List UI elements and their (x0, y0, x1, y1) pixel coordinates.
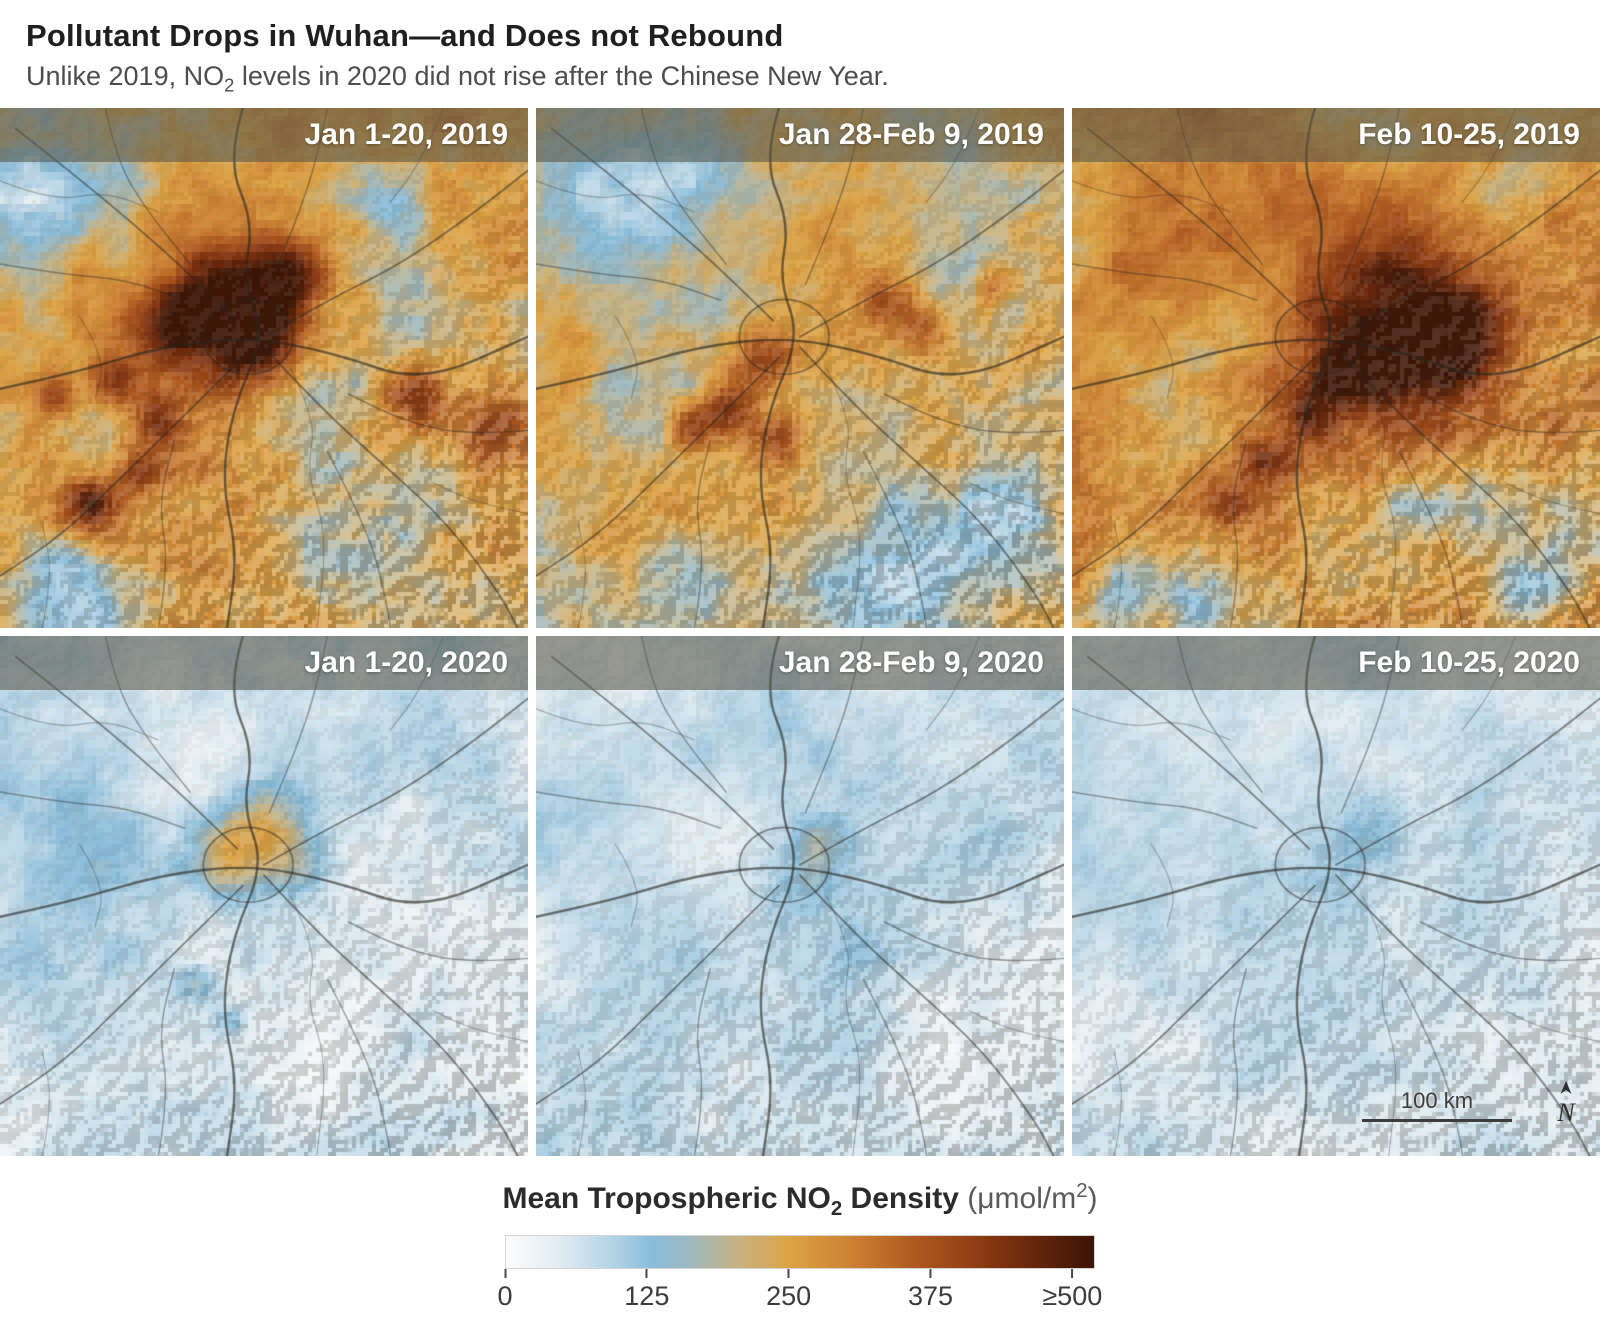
map-panel: Jan 28-Feb 9, 2020 (536, 636, 1064, 1157)
legend-gradient-bar (505, 1235, 1095, 1270)
legend-bar-wrap: 0 125 250 375 ≥500 (497, 1235, 1102, 1322)
satellite-map-canvas (0, 636, 528, 1157)
legend-tick: ≥500 (1042, 1269, 1102, 1312)
legend-tick-label: 0 (497, 1281, 513, 1312)
legend-tick-label: ≥500 (1042, 1281, 1103, 1312)
satellite-map-canvas (536, 636, 1064, 1157)
legend: Mean Tropospheric NO2 Density (μmol/m2) … (0, 1156, 1600, 1322)
satellite-map-canvas (1072, 108, 1600, 629)
map-panel: Jan 28-Feb 9, 2019 (536, 108, 1064, 629)
satellite-map-canvas (0, 108, 528, 629)
scale-bar: 100 km (1362, 1088, 1512, 1123)
scale-bar-line (1362, 1119, 1512, 1123)
panel-date-label: Jan 28-Feb 9, 2019 (536, 108, 1064, 163)
legend-tick: 250 (766, 1269, 811, 1312)
legend-tick-label: 375 (907, 1281, 953, 1312)
map-panel: Feb 10-25, 2019 (1072, 108, 1600, 629)
map-panel: Jan 1-20, 2020 (0, 636, 528, 1157)
panel-date-label: Jan 28-Feb 9, 2020 (536, 636, 1064, 691)
legend-title-units: (μmol/m2) (958, 1180, 1098, 1216)
legend-tick: 125 (624, 1269, 669, 1312)
panel-date-label: Feb 10-25, 2020 (1072, 636, 1600, 691)
north-arrow-icon: N (1552, 1079, 1580, 1134)
page-title: Pollutant Drops in Wuhan—and Does not Re… (26, 18, 784, 53)
north-label: N (1556, 1098, 1576, 1127)
tick-mark (504, 1269, 506, 1279)
tick-mark (929, 1269, 932, 1279)
map-panel: Jan 1-20, 2019 (0, 108, 528, 629)
legend-tick-label: 125 (624, 1281, 670, 1312)
panel-date-label: Jan 1-20, 2019 (0, 108, 528, 163)
subtitle-subscript: 2 (224, 74, 235, 96)
tick-mark (787, 1269, 790, 1279)
satellite-map-canvas (536, 108, 1064, 629)
page-header: Pollutant Drops in Wuhan—and Does not Re… (0, 0, 1600, 108)
tick-mark (645, 1269, 648, 1279)
page-subtitle: Unlike 2019, NO2 levels in 2020 did not … (26, 61, 1574, 96)
subtitle-text-post: levels in 2020 did not rise after the Ch… (234, 61, 889, 91)
legend-title-main: Mean Tropospheric NO2 Density (502, 1182, 959, 1221)
tick-mark (1071, 1269, 1074, 1279)
legend-tick: 0 (497, 1269, 513, 1312)
legend-tick: 375 (908, 1269, 953, 1312)
map-panel: Feb 10-25, 2020 100 km N (1072, 636, 1600, 1157)
subtitle-text-pre: Unlike 2019, NO (26, 61, 225, 91)
legend-title: Mean Tropospheric NO2 Density (μmol/m2) (0, 1180, 1600, 1221)
scale-bar-label: 100 km (1400, 1088, 1474, 1114)
map-grid: Jan 1-20, 2019 Jan 28-Feb 9, 2019 Feb 10… (0, 108, 1600, 1157)
legend-tick-label: 250 (766, 1281, 812, 1312)
panel-date-label: Feb 10-25, 2019 (1072, 108, 1600, 163)
satellite-map-canvas (1072, 636, 1600, 1157)
panel-date-label: Jan 1-20, 2020 (0, 636, 528, 691)
